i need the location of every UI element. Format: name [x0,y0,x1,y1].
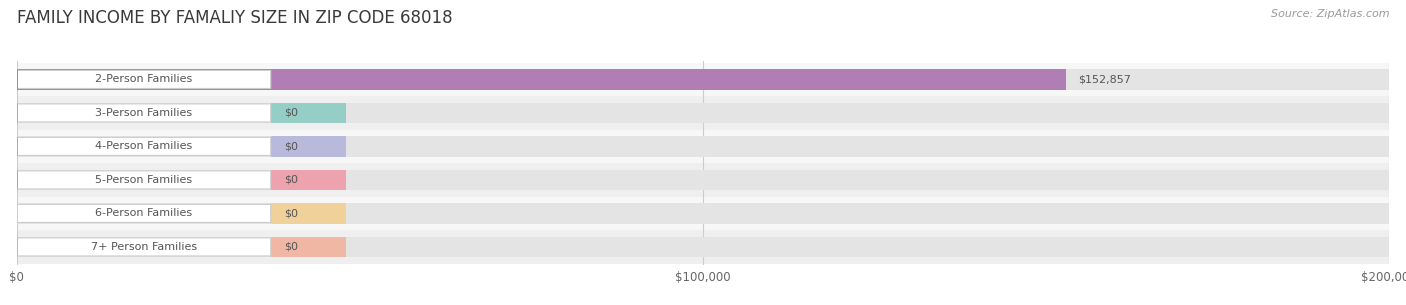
Bar [271,203,346,224]
FancyBboxPatch shape [17,104,271,122]
Bar [17,237,1389,257]
Bar [271,170,346,190]
Bar [17,170,1389,190]
Text: 2-Person Families: 2-Person Families [96,74,193,84]
FancyBboxPatch shape [17,137,271,156]
Bar [17,69,1389,90]
FancyBboxPatch shape [17,204,271,222]
Text: 5-Person Families: 5-Person Families [96,175,193,185]
FancyBboxPatch shape [17,171,271,189]
Text: $152,857: $152,857 [1078,74,1130,84]
Bar [271,237,346,257]
Text: $0: $0 [284,142,298,151]
Bar [17,197,1389,230]
Text: $0: $0 [284,242,298,252]
Bar [17,102,1389,123]
Bar [17,230,1389,264]
Text: 6-Person Families: 6-Person Families [96,208,193,218]
Bar [17,130,1389,163]
FancyBboxPatch shape [17,70,271,88]
Text: 3-Person Families: 3-Person Families [96,108,193,118]
Text: FAMILY INCOME BY FAMALIY SIZE IN ZIP CODE 68018: FAMILY INCOME BY FAMALIY SIZE IN ZIP COD… [17,9,453,27]
Text: $0: $0 [284,175,298,185]
Bar [17,163,1389,197]
Bar [17,136,1389,157]
Bar [271,102,346,123]
Bar [17,69,1066,90]
Bar [17,96,1389,130]
Text: $0: $0 [284,108,298,118]
Text: 7+ Person Families: 7+ Person Families [91,242,197,252]
Text: $0: $0 [284,208,298,218]
Bar [17,63,1389,96]
Bar [271,136,346,157]
Text: Source: ZipAtlas.com: Source: ZipAtlas.com [1271,9,1389,19]
Text: 4-Person Families: 4-Person Families [96,142,193,151]
Bar [17,203,1389,224]
FancyBboxPatch shape [17,238,271,256]
